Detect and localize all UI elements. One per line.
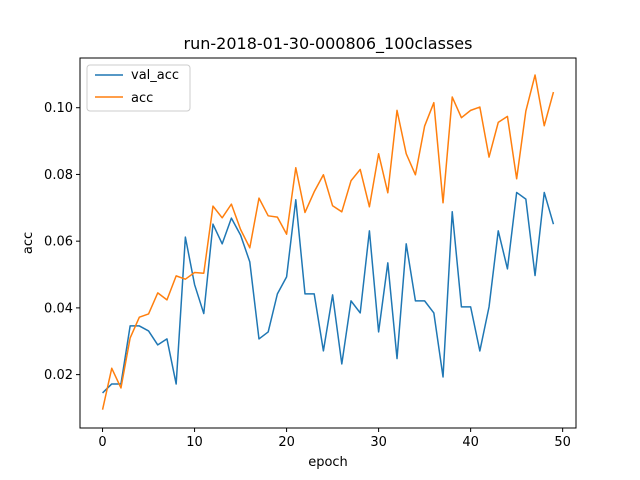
x-tick-label: 50 bbox=[554, 435, 571, 450]
x-axis-label: epoch bbox=[308, 455, 348, 470]
legend-label-val-acc: val_acc bbox=[131, 68, 179, 83]
y-tick-label: 0.04 bbox=[44, 301, 73, 316]
y-tick-label: 0.06 bbox=[44, 235, 73, 250]
legend-label-acc: acc bbox=[131, 91, 153, 106]
y-tick-label: 0.10 bbox=[44, 101, 73, 116]
x-tick-label: 40 bbox=[462, 435, 479, 450]
x-tick-label: 30 bbox=[370, 435, 387, 450]
y-axis-label: acc bbox=[21, 232, 36, 254]
chart-title: run-2018-01-30-000806_100classes bbox=[184, 34, 473, 54]
y-tick-label: 0.08 bbox=[44, 168, 73, 183]
x-tick-label: 10 bbox=[186, 435, 203, 450]
x-tick-label: 20 bbox=[278, 435, 295, 450]
legend: val_acc acc bbox=[87, 65, 190, 111]
x-tick-label: 0 bbox=[98, 435, 106, 450]
y-tick-label: 0.02 bbox=[44, 368, 73, 383]
